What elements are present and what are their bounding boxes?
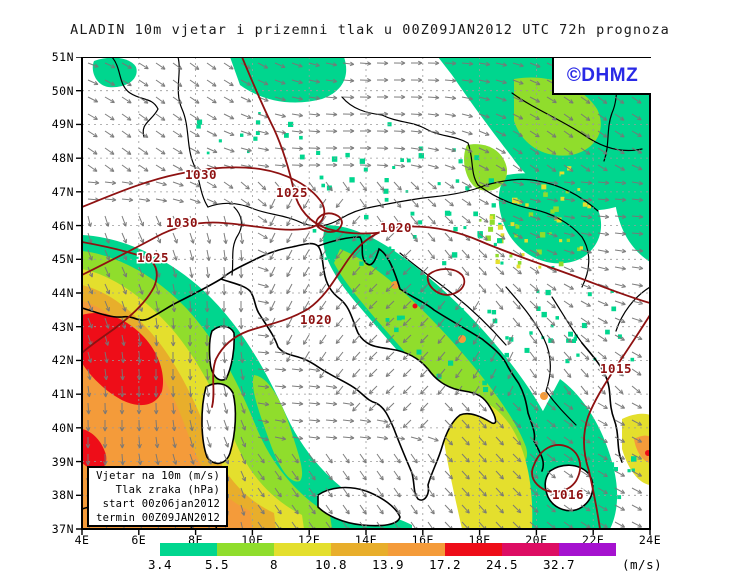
lat-tick-label: 50N: [51, 83, 74, 98]
page-title: ALADIN 10m vjetar i prizemni tlak u 00Z0…: [70, 22, 670, 38]
pressure-isobars: [82, 57, 650, 529]
colorbar-segment: [217, 543, 274, 556]
colorbar-tick: 5.5: [204, 557, 230, 572]
isobar-value-label: 1016: [552, 487, 584, 502]
lat-tick-label: 45N: [51, 252, 74, 267]
map-canvas: 1030 1025 1030 1025 1020 1020 1015 1016: [76, 57, 651, 535]
colorbar-tick: 13.9: [371, 557, 405, 572]
colorbar-segment: [445, 543, 502, 556]
lat-tick-label: 51N: [51, 50, 74, 64]
lon-tick-label: 4E: [74, 533, 90, 547]
colorbar-segment: [502, 543, 559, 556]
lon-tick-label: 6E: [131, 533, 147, 547]
colorbar-segment: [559, 543, 616, 556]
info-line-termin: termin 00Z09JAN2012: [96, 511, 220, 524]
wind-speed-colorbar: [160, 543, 616, 556]
lat-tick-label: 40N: [51, 420, 74, 435]
isobar-value-label: 1020: [300, 312, 332, 327]
lat-tick-label: 46N: [51, 218, 74, 233]
lat-tick-label: 48N: [51, 151, 74, 166]
colorbar-tick: 10.8: [314, 557, 348, 572]
lat-tick-label: 44N: [51, 285, 74, 300]
info-line-pressure: Tlak zraka (hPa): [115, 483, 220, 496]
colorbar-tick: 8: [269, 557, 279, 572]
colorbar-segment: [388, 543, 445, 556]
lat-tick-label: 42N: [51, 353, 74, 368]
lat-tick-label: 38N: [51, 488, 74, 503]
colorbar-segment: [331, 543, 388, 556]
colorbar-tick: 24.5: [485, 557, 519, 572]
colorbar-units: (m/s): [622, 557, 663, 572]
land-masses: [201, 242, 594, 527]
colorbar-tick: 32.7: [542, 557, 576, 572]
lat-tick-label: 49N: [51, 117, 74, 132]
lat-tick-label: 47N: [51, 184, 74, 199]
dhmz-logo-text: ©DHMZ: [566, 64, 639, 86]
lon-tick-label: 24E: [638, 533, 662, 547]
info-line-variable: Vjetar na 10m (m/s): [96, 469, 220, 482]
dhmz-logo-box: ©DHMZ: [552, 58, 651, 95]
map-info-box: Vjetar na 10m (m/s) Tlak zraka (hPa) sta…: [87, 466, 228, 527]
isobar-value-label: 1015: [600, 361, 632, 376]
lat-tick-label: 43N: [51, 319, 74, 334]
sardinia-coastline: [201, 382, 237, 465]
lat-tick-label: 37N: [51, 521, 74, 536]
colorbar-segment: [274, 543, 331, 556]
lat-tick-label: 41N: [51, 387, 74, 402]
info-line-start: start 00z06jan2012: [102, 497, 220, 510]
lat-tick-label: 39N: [51, 454, 74, 469]
isobar-labels: 1030 1025 1030 1025 1020 1020 1015 1016: [135, 166, 633, 504]
map-frame: [76, 57, 651, 535]
colorbar-segment: [160, 543, 217, 556]
wind-speed-shading: [82, 57, 650, 529]
sicily-coastline: [317, 486, 401, 527]
isobar-value-label: 1030: [185, 167, 217, 182]
wind-arrows-layer: [85, 60, 644, 529]
isobar-value-label: 1020: [380, 220, 412, 235]
colorbar-tick: 3.4: [147, 557, 173, 572]
isobar-value-label: 1025: [276, 185, 308, 200]
colorbar-tick: 17.2: [428, 557, 462, 572]
isobar-value-label: 1030: [166, 215, 198, 230]
isobar-value-label: 1025: [137, 250, 169, 265]
